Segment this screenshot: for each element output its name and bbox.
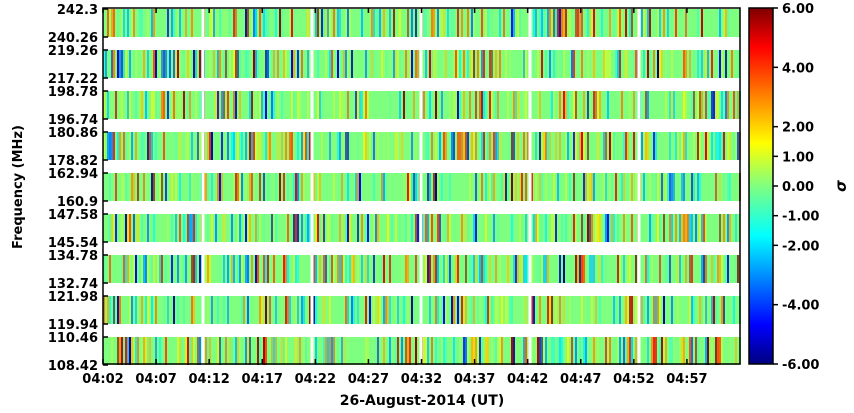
x-tick-label: 04:42 bbox=[507, 372, 548, 387]
plot-area bbox=[103, 8, 741, 365]
x-tick-label: 04:27 bbox=[348, 372, 389, 387]
x-tick-label: 04:02 bbox=[82, 372, 123, 387]
frequency-band bbox=[103, 255, 740, 283]
x-tick-label: 04:22 bbox=[295, 372, 336, 387]
x-axis-label: 26-August-2014 (UT) bbox=[340, 393, 504, 409]
colorbar-gradient bbox=[749, 8, 773, 364]
x-tick-label: 04:57 bbox=[666, 372, 707, 387]
y-tick-label: 121.98 bbox=[48, 290, 98, 305]
frequency-band bbox=[103, 91, 741, 119]
colorbar-tick-label: -1.00 bbox=[782, 210, 819, 225]
y-tick-label: 108.42 bbox=[48, 359, 98, 374]
x-tick-label: 04:52 bbox=[613, 372, 654, 387]
frequency-band bbox=[103, 296, 741, 324]
colorbar-tick-label: -6.00 bbox=[782, 358, 819, 373]
x-tick-label: 04:47 bbox=[560, 372, 601, 387]
colorbar-tick-label: 2.00 bbox=[782, 121, 814, 136]
colorbar-tick-label: -2.00 bbox=[782, 239, 819, 254]
colorbar-tick-label: -4.00 bbox=[782, 299, 819, 314]
frequency-band bbox=[103, 9, 740, 37]
frequency-band bbox=[103, 214, 740, 242]
colorbar-tick-label: 1.00 bbox=[782, 150, 814, 165]
colorbar-label: σ bbox=[832, 180, 850, 192]
colorbar: 6.00 4.00 2.00 1.00 0.00 -1.00 -2.00 -4.00 -6.00… bbox=[749, 2, 850, 373]
x-tick-label: 04:37 bbox=[454, 372, 495, 387]
y-tick-label: 219.26 bbox=[48, 44, 98, 59]
y-tick-label: 134.78 bbox=[48, 249, 98, 264]
y-tick-label: 242.3 bbox=[57, 3, 98, 18]
y-axis-ticks: 242.3240.26219.26217.22198.78196.74180.8… bbox=[48, 3, 108, 374]
colorbar-tick-label: 0.00 bbox=[782, 180, 814, 195]
frequency-band bbox=[103, 50, 740, 78]
x-tick-label: 04:07 bbox=[135, 372, 176, 387]
colorbar-tick-label: 6.00 bbox=[782, 2, 814, 17]
frequency-band bbox=[103, 173, 741, 201]
y-tick-label: 162.94 bbox=[48, 167, 98, 182]
y-axis-label: Frequency (MHz) bbox=[11, 125, 26, 249]
y-tick-label: 180.86 bbox=[48, 126, 98, 141]
frequency-band bbox=[103, 132, 741, 160]
y-tick-label: 198.78 bbox=[48, 85, 98, 100]
y-tick-label: 147.58 bbox=[48, 208, 98, 223]
colorbar-tick-label: 4.00 bbox=[782, 61, 814, 76]
x-tick-label: 04:32 bbox=[401, 372, 442, 387]
x-tick-label: 04:12 bbox=[188, 372, 229, 387]
y-tick-label: 110.46 bbox=[48, 331, 98, 346]
x-tick-label: 04:17 bbox=[242, 372, 283, 387]
colorbar-ticks: 6.00 4.00 2.00 1.00 0.00 -1.00 -2.00 -4.00 -6.00 bbox=[773, 2, 819, 373]
